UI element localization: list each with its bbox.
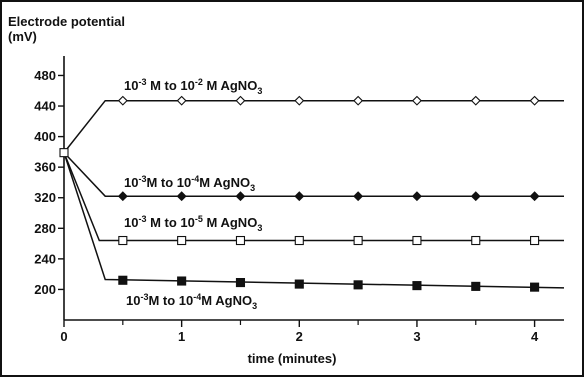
y-axis-label: Electrode potential bbox=[8, 14, 125, 29]
series-2-point bbox=[176, 191, 187, 202]
series-1-point bbox=[235, 95, 246, 106]
series-2-point bbox=[294, 191, 305, 202]
x-tick-label: 2 bbox=[296, 329, 303, 344]
series-3-point bbox=[294, 235, 304, 246]
series-label-4: 10-3M to 10-4M AgNO3 bbox=[126, 292, 257, 311]
series-4-point bbox=[412, 281, 422, 291]
series-4-point bbox=[118, 275, 128, 285]
series-2-point bbox=[117, 191, 128, 202]
series-1-point bbox=[529, 95, 540, 106]
series-1-point bbox=[117, 95, 128, 106]
series-3-point bbox=[177, 235, 187, 246]
y-tick-label: 200 bbox=[34, 282, 56, 297]
x-tick-label: 4 bbox=[531, 329, 539, 344]
series-4-point bbox=[471, 281, 481, 291]
series-4-point bbox=[530, 282, 540, 292]
series-3-point bbox=[235, 235, 246, 246]
y-tick-label: 440 bbox=[34, 99, 56, 114]
series-2-point bbox=[235, 191, 246, 202]
series-1-point bbox=[294, 95, 305, 106]
series-3-point bbox=[353, 235, 363, 246]
y-tick-label: 320 bbox=[34, 190, 56, 205]
series-4-point bbox=[235, 278, 246, 288]
series-2-point bbox=[470, 191, 481, 202]
start-point-marker bbox=[59, 148, 69, 158]
y-axis-unit: (mV) bbox=[8, 29, 37, 44]
series-line-2 bbox=[63, 152, 564, 197]
series-4-point bbox=[177, 276, 187, 286]
series-3-point bbox=[530, 235, 540, 246]
series-1-point bbox=[470, 95, 481, 106]
series-label-3: 10-3 M to 10-5 M AgNO3 bbox=[124, 214, 262, 233]
x-tick-label: 3 bbox=[413, 329, 420, 344]
series-3-point bbox=[471, 235, 481, 246]
series-4-point bbox=[353, 280, 363, 290]
series-1-point bbox=[353, 95, 364, 106]
series-2-point bbox=[353, 191, 364, 202]
series-2-point bbox=[411, 191, 422, 202]
x-tick-label: 1 bbox=[178, 329, 185, 344]
series-3-point bbox=[118, 235, 128, 246]
series-2-point bbox=[529, 191, 540, 202]
y-tick-label: 400 bbox=[34, 129, 56, 144]
y-tick-label: 480 bbox=[34, 68, 56, 83]
y-tick-label: 280 bbox=[34, 221, 56, 236]
series-line-1 bbox=[63, 99, 564, 154]
y-tick-label: 360 bbox=[34, 160, 56, 175]
x-axis-label: time (minutes) bbox=[248, 351, 337, 366]
series-3-point bbox=[412, 235, 422, 246]
series-1-point bbox=[411, 95, 422, 106]
series-label-2: 10-3M to 10-4M AgNO3 bbox=[124, 174, 255, 193]
series-line-3 bbox=[63, 152, 564, 242]
x-tick-label: 0 bbox=[60, 329, 67, 344]
series-label-1: 10-3 M to 10-2 M AgNO3 bbox=[124, 77, 262, 96]
series-line-4 bbox=[63, 152, 565, 289]
series-1-point bbox=[176, 95, 187, 106]
series-4-point bbox=[294, 279, 304, 289]
y-tick-label: 240 bbox=[34, 251, 56, 266]
